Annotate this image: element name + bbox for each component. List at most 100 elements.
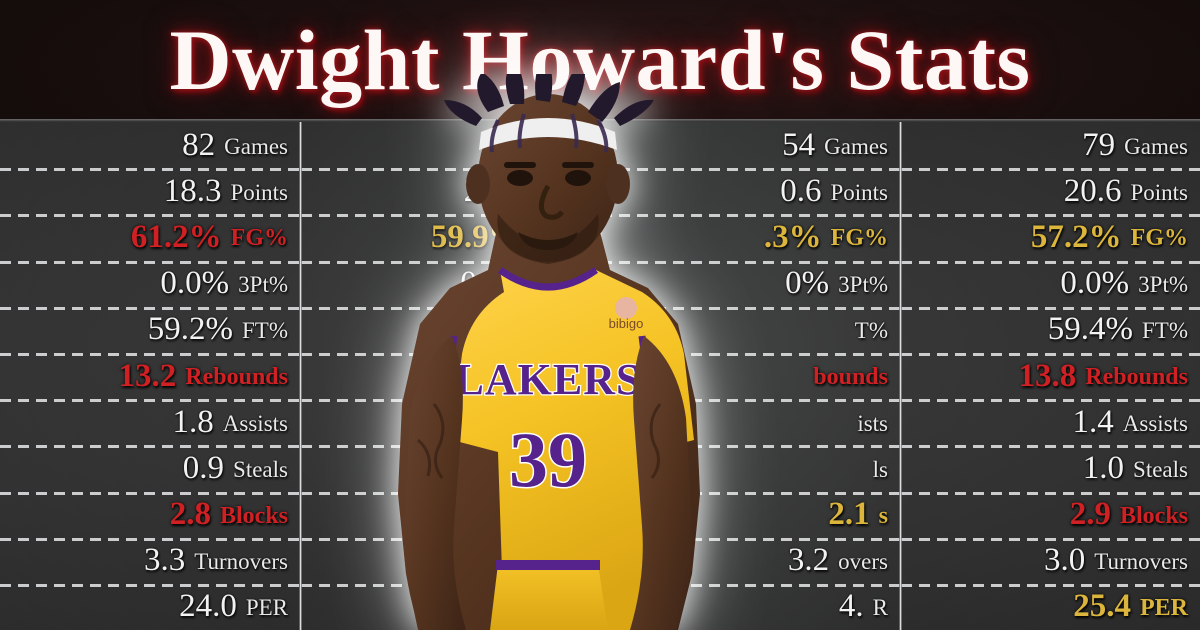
- stat-label: Points: [530, 179, 588, 205]
- stat-row: 2.9 Blocks: [901, 491, 1200, 538]
- stat-label: ists: [857, 410, 888, 436]
- stat-label: R: [872, 595, 888, 621]
- stat-row: 57.2% FG%: [901, 214, 1200, 260]
- stat-label: Games: [224, 133, 288, 159]
- stat-label: s: [878, 502, 888, 529]
- stat-label: Assists: [222, 410, 288, 436]
- stat-row: 2: [301, 491, 600, 538]
- page-title: Dwight Howard's Stats: [169, 12, 1031, 108]
- stat-value: 0.0%: [1060, 265, 1130, 302]
- stat-label: Assists: [1122, 410, 1188, 436]
- stat-row: [301, 399, 600, 445]
- stat-label: Blocks: [1119, 502, 1188, 529]
- stat-value: 13.8: [1018, 357, 1077, 394]
- stat-value: 0.0%: [460, 265, 530, 302]
- stat-value: 82: [182, 126, 216, 163]
- stat-label: 3Pt%: [1138, 272, 1188, 298]
- stat-row: 25.4 PER: [901, 583, 1200, 630]
- stat-label: Games: [1124, 133, 1188, 159]
- stat-label: T%: [854, 318, 888, 344]
- stat-row: 82 Games: [0, 122, 300, 168]
- stat-value: 4.: [838, 588, 864, 625]
- stat-label: PER: [245, 595, 288, 621]
- stat-row: 0.0% 3Pt%: [0, 260, 300, 307]
- stat-value: 57.2%: [1030, 218, 1122, 255]
- stat-value: 82: [482, 126, 516, 163]
- stat-value: 3.0: [1044, 542, 1086, 579]
- stat-label: 3Pt%: [538, 272, 588, 298]
- stat-row: 0.0% 3Pt%: [901, 260, 1200, 307]
- column-divider-3: [899, 122, 902, 630]
- stat-row: 0.6 Points: [601, 168, 900, 214]
- stat-label: bounds: [813, 364, 888, 391]
- stat-label: FG%: [830, 225, 888, 252]
- stat-label: 3Pt%: [838, 272, 888, 298]
- stat-row: 59.2% FT%: [0, 306, 300, 353]
- stat-value: 59.9%: [430, 218, 522, 255]
- stat-value: 13.2: [118, 357, 177, 394]
- stat-value: 59.4%: [1047, 311, 1133, 348]
- stat-value: 3.3: [144, 542, 186, 579]
- stat-row: 59.6% FT%: [301, 306, 600, 353]
- stat-row: ists: [601, 399, 900, 445]
- stat-label: overs: [838, 549, 888, 575]
- stat-value: 2: [562, 588, 580, 625]
- stat-row: 1.8 Assists: [0, 399, 300, 445]
- stat-row: 18.3 Points: [0, 168, 300, 214]
- stat-label: FG%: [1130, 225, 1188, 252]
- stat-value: 1.0: [1082, 449, 1125, 486]
- stat-row: 3.2 overs: [601, 537, 900, 584]
- stat-label: Steals: [233, 456, 288, 482]
- stat-value: 0.0%: [160, 265, 230, 302]
- stat-row: 2.1 s: [601, 491, 900, 538]
- stat-row: ls: [601, 445, 900, 491]
- season-column-3: 54 Games 0.6 Points .3% FG% 0% 3Pt% T% bounds ists…: [601, 122, 900, 630]
- stat-value: 1: [562, 357, 580, 394]
- stat-value: 59.2%: [147, 311, 233, 348]
- stat-value: 1.4: [1072, 403, 1114, 440]
- stat-label: Turnovers: [1094, 549, 1188, 575]
- stat-label: FG%: [230, 225, 288, 252]
- stat-label: Steals: [1133, 456, 1188, 482]
- stat-row: [301, 445, 600, 491]
- stat-label: Turnovers: [194, 549, 288, 575]
- stat-label: Rebounds: [1085, 364, 1188, 391]
- stat-row: 0% 3Pt%: [601, 260, 900, 307]
- stat-label: FT%: [1142, 318, 1188, 344]
- season-column-1: 82 Games 18.3 Points 61.2% FG% 0.0% 3Pt% 59.2% FT…: [0, 122, 300, 630]
- stat-label: ls: [872, 456, 888, 482]
- stat-value: 0.9: [182, 449, 225, 486]
- stat-value: 3.2: [787, 542, 830, 579]
- stat-label: FT%: [242, 318, 288, 344]
- stat-row: 79 Games: [901, 122, 1200, 168]
- stat-row: 24.0 PER: [0, 583, 300, 630]
- stat-row: 13.2 Rebounds: [0, 352, 300, 399]
- column-divider-1: [299, 122, 302, 630]
- stat-row: 54 Games: [601, 122, 900, 168]
- stat-label: FG%: [530, 225, 588, 252]
- stat-row: 20.6 Points: [901, 168, 1200, 214]
- stat-label: 3Pt%: [238, 272, 288, 298]
- stat-label: Blocks: [219, 502, 288, 529]
- stat-row: 2.8 Blocks: [0, 491, 300, 538]
- stat-row: 1.4 Assists: [901, 399, 1200, 445]
- stat-row: bounds: [601, 352, 900, 399]
- stat-value: 0.6: [780, 172, 822, 209]
- stat-value: 20.6: [1063, 172, 1122, 209]
- stat-row: 2: [301, 583, 600, 630]
- stat-value: 2: [562, 542, 580, 579]
- stat-value: 79: [1082, 126, 1116, 163]
- stat-label: Games: [524, 133, 588, 159]
- stat-label: Rebounds: [185, 364, 288, 391]
- stat-row: 1: [301, 352, 600, 399]
- stat-value: 1.8: [172, 403, 214, 440]
- stat-row: .3% FG%: [601, 214, 900, 260]
- stat-value: 54: [782, 126, 816, 163]
- stat-label: Points: [830, 179, 888, 205]
- stat-value: 0%: [785, 265, 830, 302]
- stat-label: Games: [824, 133, 888, 159]
- stat-value: 25.4: [1073, 588, 1131, 625]
- stat-value: 2.8: [169, 496, 211, 533]
- column-divider-2: [599, 122, 602, 630]
